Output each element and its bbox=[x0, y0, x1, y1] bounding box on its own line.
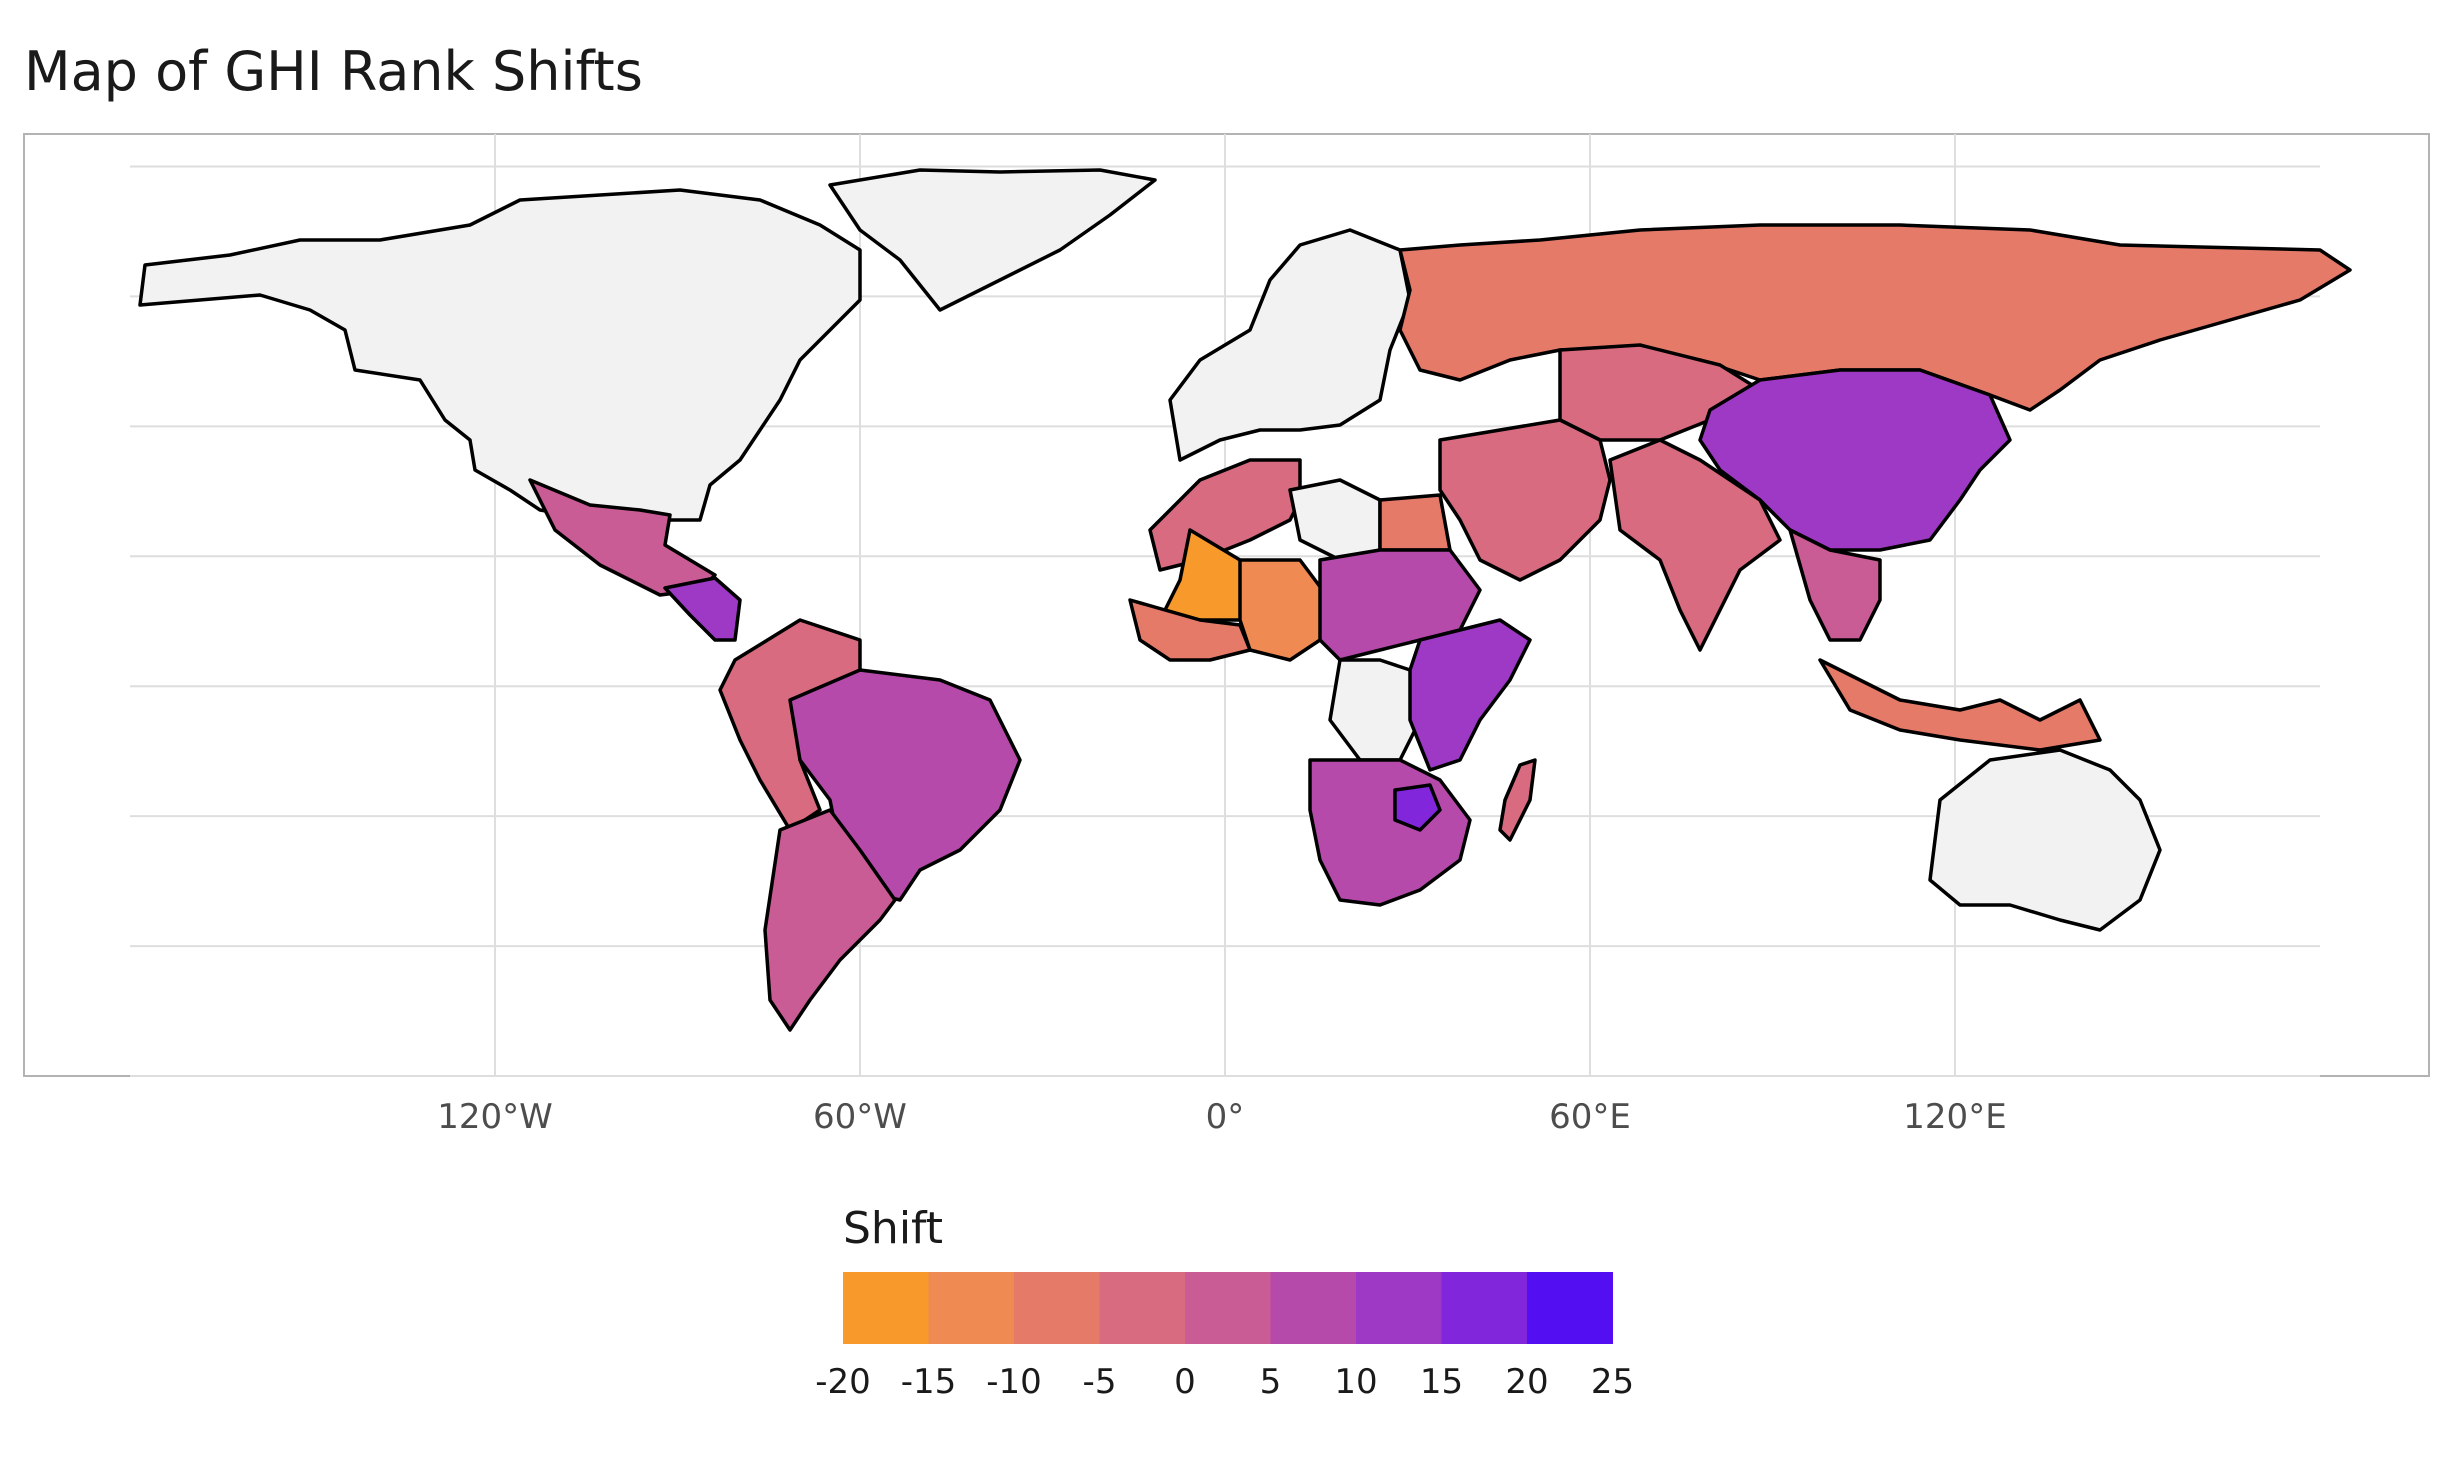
region-greenland bbox=[828, 168, 1157, 312]
region-mexico bbox=[528, 478, 717, 597]
legend-break-label: 5 bbox=[1260, 1362, 1282, 1402]
map-title: Map of GHI Rank Shifts bbox=[24, 40, 643, 103]
legend-swatch bbox=[1270, 1272, 1357, 1344]
x-tick-label: 120°W bbox=[437, 1097, 553, 1137]
legend-break-label: 20 bbox=[1505, 1362, 1548, 1402]
legend-break-label: 15 bbox=[1420, 1362, 1463, 1402]
legend-break-label: -10 bbox=[986, 1362, 1042, 1402]
legend-swatch bbox=[1185, 1272, 1271, 1344]
region-middle-east bbox=[1438, 418, 1612, 582]
region-egypt bbox=[1378, 493, 1452, 552]
legend-swatch bbox=[928, 1272, 1015, 1344]
region-china bbox=[1698, 368, 2012, 552]
legend-swatch bbox=[1014, 1272, 1100, 1344]
region-india bbox=[1608, 438, 1782, 652]
region-indonesia bbox=[1818, 658, 2102, 752]
x-tick-label: 60°W bbox=[813, 1097, 907, 1137]
legend-swatch bbox=[1099, 1272, 1186, 1344]
x-tick-label: 60°E bbox=[1549, 1097, 1631, 1137]
region-central-america bbox=[663, 576, 742, 642]
legend-break-label: 10 bbox=[1334, 1362, 1377, 1402]
region-north-america bbox=[138, 188, 862, 522]
region-zimbabwe bbox=[1393, 783, 1442, 832]
legend-break-label: 25 bbox=[1591, 1362, 1634, 1402]
region-dr-congo bbox=[1328, 658, 1422, 762]
legend-title: Shift bbox=[843, 1203, 943, 1254]
region-west-africa-coast bbox=[1128, 598, 1252, 662]
legend-break-label: -20 bbox=[815, 1362, 871, 1402]
legend-break-label: 0 bbox=[1174, 1362, 1196, 1402]
legend-swatch bbox=[1441, 1272, 1528, 1344]
region-madagascar bbox=[1498, 758, 1537, 842]
legend-break-label: -15 bbox=[901, 1362, 957, 1402]
x-tick-label: 120°E bbox=[1903, 1097, 2006, 1137]
legend-swatch bbox=[843, 1272, 929, 1344]
legend-swatch bbox=[1356, 1272, 1442, 1344]
legend-break-label: -5 bbox=[1083, 1362, 1117, 1402]
region-argentina bbox=[763, 808, 897, 1032]
x-tick-label: 0° bbox=[1206, 1097, 1245, 1137]
country-shapes bbox=[138, 168, 2352, 1032]
region-southeast-asia bbox=[1788, 528, 1882, 642]
region-east-africa bbox=[1408, 618, 1532, 772]
x-axis: 120°W 60°W 0° 60°E 120°E bbox=[437, 1097, 2006, 1137]
legend-swatch bbox=[1527, 1272, 1613, 1344]
region-australia bbox=[1928, 748, 2162, 932]
region-andean-south-america bbox=[718, 618, 862, 832]
legend: Shift -20 -15 -10 -5 0 5 10 15 20 25 bbox=[815, 1203, 1634, 1402]
region-russia bbox=[1398, 223, 2352, 412]
